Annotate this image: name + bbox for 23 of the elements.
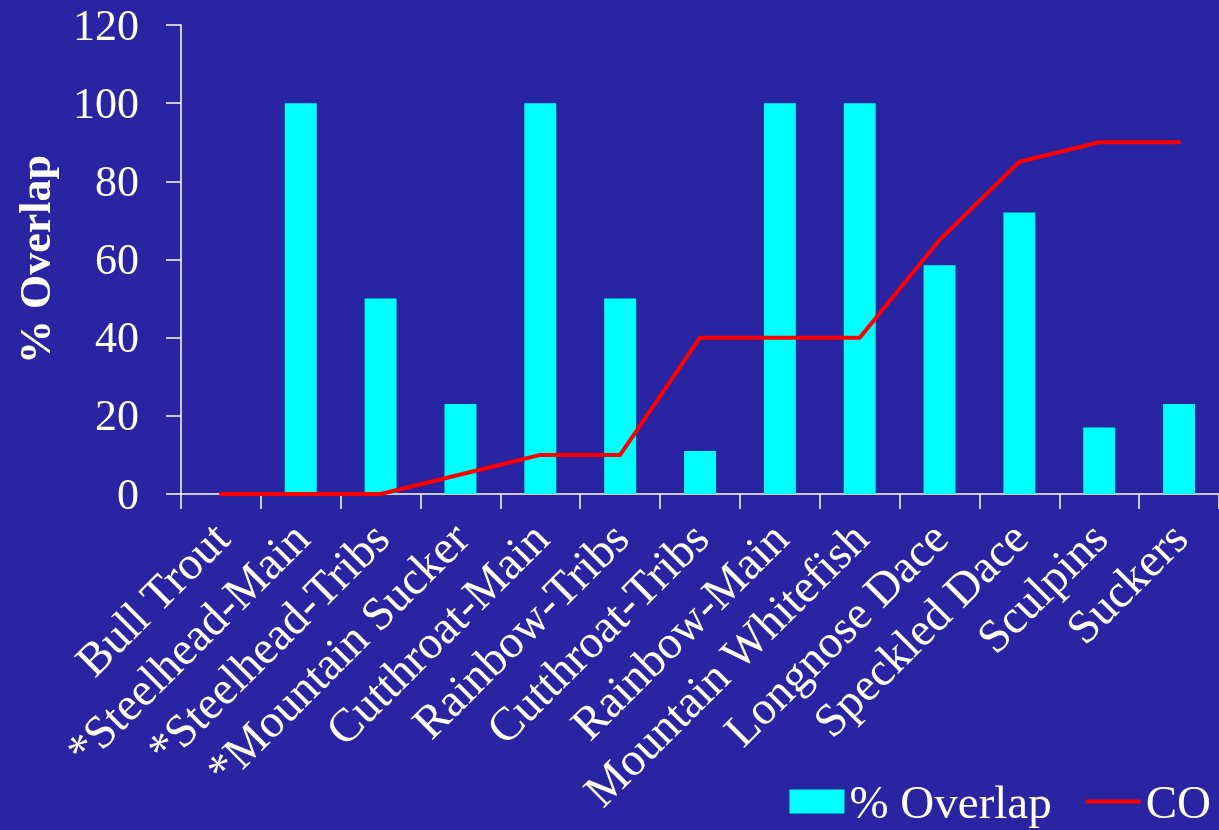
y-tick-label: 40 [95, 313, 139, 363]
bar [284, 103, 317, 494]
bar [444, 404, 477, 494]
bar [1083, 427, 1116, 494]
y-tick-label: 100 [73, 78, 139, 128]
bar [763, 103, 796, 494]
legend-label: CO [1145, 775, 1212, 828]
y-tick-label: 20 [95, 391, 139, 441]
y-tick-label: 80 [95, 156, 139, 206]
bar [604, 298, 637, 494]
bar [1163, 404, 1196, 494]
bar [1003, 212, 1036, 494]
line-series [218, 140, 1182, 496]
bar [843, 103, 876, 494]
bar [923, 265, 956, 494]
bar [524, 103, 557, 494]
y-tick-label: 60 [95, 235, 139, 284]
y-tick-label: 120 [73, 0, 139, 50]
y-tick-label: 0 [117, 469, 139, 519]
y-axis-title: % Overlap [10, 155, 60, 364]
bar [684, 451, 716, 494]
legend-label: % Overlap [849, 775, 1052, 828]
bar [364, 298, 397, 494]
